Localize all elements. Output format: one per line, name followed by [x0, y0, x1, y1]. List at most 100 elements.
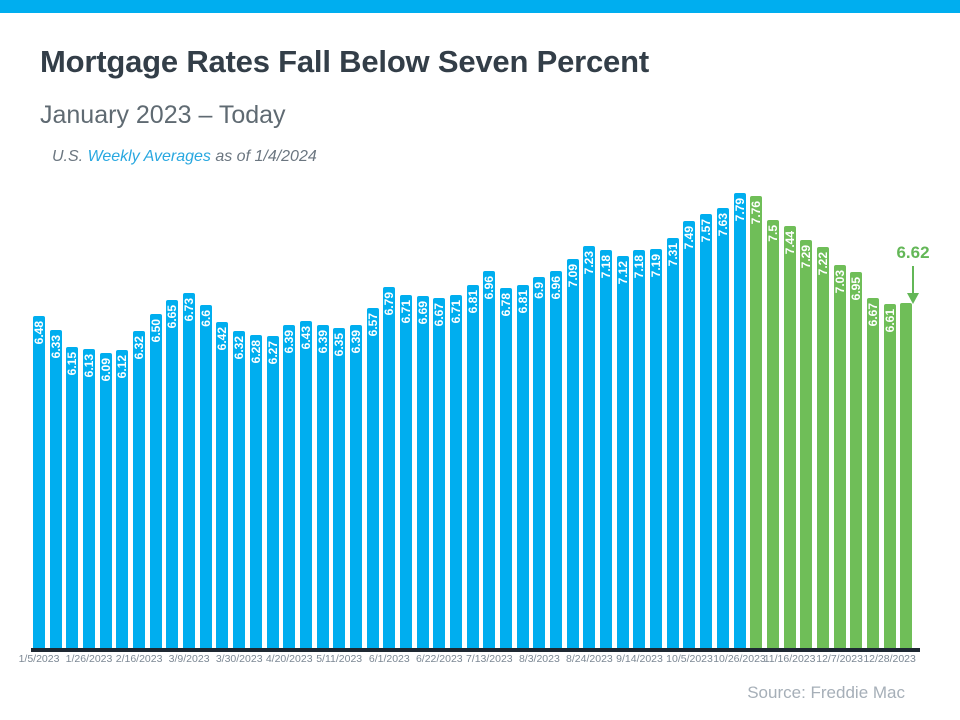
bar-value-label: 6.50	[148, 319, 163, 343]
bar-value-label: 7.44	[782, 230, 797, 255]
bar: 6.39	[282, 324, 297, 648]
bar: 6.78	[499, 288, 513, 648]
bar-value-label: 6.73	[182, 297, 197, 322]
bar-value-label: 6.61	[882, 309, 897, 333]
bar-value-label: 7.12	[615, 261, 630, 285]
bar-chart: 6.48 6.33 6.15 6.13 6.09 6.12 6.32 6.50 6.65 6.73…	[32, 185, 917, 648]
bar-value-label: 6.48	[32, 321, 46, 345]
bar: 6.79	[382, 287, 396, 648]
bar: 6.67	[432, 298, 447, 648]
bar-value-label: 7.76	[749, 200, 764, 225]
x-axis-line	[31, 648, 920, 652]
chart-note: U.S. Weekly Averages as of 1/4/2024	[52, 148, 652, 166]
bar-value-label: 6.69	[415, 301, 430, 325]
bar: 6.33	[49, 330, 63, 648]
bar: 7.29	[799, 240, 813, 648]
x-axis-tick-label: 12/7/2023	[816, 653, 863, 665]
bar: 6.42	[215, 321, 230, 648]
bar: 7.31	[665, 238, 680, 648]
bar: 6.96	[482, 271, 497, 648]
x-axis-tick-label: 2/16/2023	[115, 653, 163, 665]
bar: 7.09	[565, 258, 580, 648]
bar: 6.81	[515, 285, 530, 648]
bar: 6.39	[348, 324, 363, 648]
bar-value-label: 6.71	[448, 299, 463, 323]
bar-value-label: 6.42	[215, 326, 230, 351]
bar: 6.50	[148, 314, 163, 648]
page-title: Mortgage Rates Fall Below Seven Percent	[40, 44, 649, 79]
bar: 6.71	[448, 294, 463, 648]
bar: 7.63	[715, 208, 730, 648]
bar-value-label: 7.19	[649, 254, 664, 278]
bar-value-label: 6.32	[132, 336, 147, 360]
bar-value-label: 6.81	[465, 290, 480, 314]
bar-value-label: 7.23	[582, 250, 597, 275]
bar-value-label: 6.95	[849, 277, 864, 301]
bar-value-label: 6.43	[298, 325, 313, 350]
bar	[900, 303, 913, 648]
bar-value-label: 6.67	[432, 303, 447, 327]
bar-value-label: 7.03	[832, 269, 847, 293]
bar-value-label: 6.39	[282, 329, 297, 353]
bar: 6.9	[532, 276, 547, 648]
bar-value-label: 7.79	[732, 198, 747, 222]
down-arrow-icon	[907, 266, 919, 304]
bar: 7.22	[816, 246, 830, 648]
bar-value-label: 6.28	[248, 340, 263, 364]
bar: 6.73	[182, 292, 197, 648]
bar: 7.03	[832, 264, 847, 648]
x-axis-tick-label: 6/22/2023	[415, 653, 463, 665]
bar: 6.96	[549, 271, 564, 648]
bar: 6.81	[465, 285, 480, 648]
x-axis-tick-label: 8/3/2023	[518, 653, 560, 665]
bar-value-label: 7.09	[565, 263, 580, 288]
bar-value-label: 7.18	[599, 255, 614, 279]
bar-value-label: 7.63	[715, 213, 730, 237]
bar: 6.09	[99, 352, 113, 648]
bar-value-label: 6.9	[532, 281, 547, 299]
bar: 6.35	[332, 328, 347, 648]
bar-value-label: 6.96	[482, 276, 497, 300]
bar: 6.15	[65, 347, 79, 648]
bar: 7.5	[766, 220, 780, 648]
bar: 6.32	[232, 331, 246, 648]
source-attribution: Source: Freddie Mac	[747, 683, 905, 702]
bar-value-label: 6.57	[365, 312, 380, 337]
bar: 7.57	[699, 213, 713, 648]
top-accent-bar	[0, 0, 960, 13]
bar: 7.19	[649, 249, 664, 648]
x-axis-tick-label: 12/28/2023	[863, 653, 916, 665]
bar-value-label: 6.71	[398, 299, 413, 323]
bar-value-label: 6.39	[348, 329, 363, 353]
x-axis-tick-label: 5/11/2023	[316, 653, 363, 665]
latest-rate-value: 6.62	[896, 243, 930, 262]
bar-value-label: 6.81	[515, 290, 530, 314]
x-axis-tick-label: 4/20/2023	[265, 653, 313, 665]
chart-subtitle: January 2023 – Today	[40, 101, 286, 129]
latest-rate-annotation: 6.62	[883, 243, 943, 304]
bar-value-label: 7.31	[665, 243, 680, 267]
bar: 7.12	[615, 256, 630, 648]
x-axis-tick-label: 11/16/2023	[763, 653, 816, 665]
bar: 6.12	[115, 350, 130, 648]
bar-value-label: 6.12	[115, 355, 130, 379]
x-axis-tick-label: 1/5/2023	[18, 653, 60, 665]
bar-value-label: 6.6	[198, 309, 213, 327]
bar-value-label: 6.27	[265, 340, 280, 365]
x-axis-tick-label: 10/26/2023	[713, 653, 766, 665]
bar-value-label: 6.39	[315, 329, 330, 353]
x-axis-tick-label: 8/24/2023	[566, 653, 613, 665]
bar: 7.79	[732, 193, 747, 648]
bar: 7.44	[782, 225, 797, 648]
x-axis-tick-label: 1/26/2023	[65, 653, 113, 665]
bar-value-label: 6.67	[865, 303, 880, 327]
bar-value-label: 6.35	[332, 333, 347, 357]
bar-value-label: 6.96	[549, 276, 564, 300]
bar: 6.27	[265, 335, 280, 648]
bar: 6.61	[882, 304, 897, 648]
x-axis-tick-label: 10/5/2023	[666, 653, 713, 665]
x-axis-tick-label: 9/14/2023	[616, 653, 663, 665]
bar: 6.69	[415, 296, 430, 648]
bar-value-label: 6.65	[165, 305, 180, 329]
weekly-averages-link[interactable]: Weekly Averages	[87, 148, 211, 165]
